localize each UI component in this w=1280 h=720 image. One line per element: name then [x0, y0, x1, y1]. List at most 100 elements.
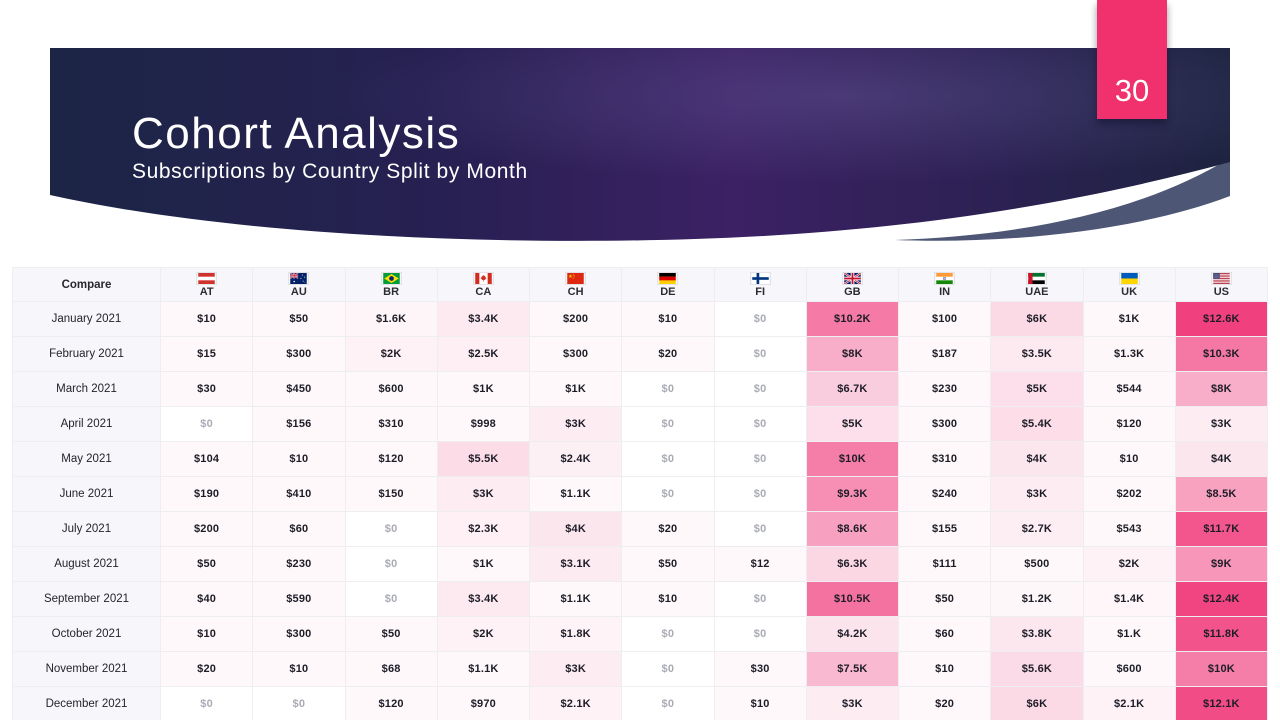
title-block: Cohort Analysis Subscriptions by Country… — [132, 109, 528, 183]
table-row: February 2021 $15 $300 $2K $2.5K $300 $20 $0 $8K… — [12, 336, 1269, 372]
value-cell: $10 — [252, 441, 346, 477]
value-cell: $0 — [159, 406, 254, 442]
column-header-IN: IN — [897, 267, 992, 302]
country-code-label: CA — [475, 285, 492, 298]
value-cell: $1K — [436, 546, 531, 582]
value-cell: $12.1K — [1174, 686, 1269, 720]
row-label: December 2021 — [12, 686, 161, 720]
value-cell: $8K — [805, 336, 900, 372]
value-cell: $1K — [436, 371, 531, 407]
value-cell: $50 — [252, 301, 346, 337]
germany-flag-icon — [657, 271, 679, 285]
value-cell: $3K — [1174, 406, 1269, 442]
value-cell: $3.5K — [990, 336, 1084, 372]
value-cell: $10 — [1082, 441, 1176, 477]
row-label: January 2021 — [12, 301, 161, 337]
value-cell: $2.5K — [436, 336, 531, 372]
value-cell: $10K — [1174, 651, 1269, 687]
value-cell: $11.8K — [1174, 616, 1269, 652]
country-code-label: FI — [755, 285, 766, 298]
column-header-UK: UK — [1082, 267, 1176, 302]
brazil-flag-icon — [380, 271, 402, 285]
value-cell: $100 — [897, 301, 992, 337]
page-number-tab: 30 — [1097, 0, 1167, 119]
column-header-GB: GB — [805, 267, 900, 302]
value-cell: $0 — [159, 686, 254, 720]
column-header-AT: AT — [159, 267, 254, 302]
value-cell: $310 — [344, 406, 438, 442]
column-header-CA: CA — [436, 267, 531, 302]
austria-flag-icon — [196, 271, 218, 285]
value-cell: $3K — [528, 406, 623, 442]
value-cell: $0 — [621, 406, 715, 442]
value-cell: $240 — [897, 476, 992, 512]
value-cell: $3.8K — [990, 616, 1084, 652]
value-cell: $10 — [713, 686, 807, 720]
value-cell: $410 — [252, 476, 346, 512]
table-row: June 2021 $190 $410 $150 $3K $1.1K $0 $0 $9.3K $2… — [12, 476, 1269, 512]
value-cell: $0 — [713, 406, 807, 442]
country-code-label: DE — [660, 285, 676, 298]
value-cell: $2.1K — [528, 686, 623, 720]
value-cell: $8.5K — [1174, 476, 1269, 512]
uae-flag-icon — [1026, 271, 1048, 285]
value-cell: $970 — [436, 686, 531, 720]
value-cell: $20 — [897, 686, 992, 720]
value-cell: $20 — [159, 651, 254, 687]
value-cell: $0 — [713, 511, 807, 547]
row-label: May 2021 — [12, 441, 161, 477]
value-cell: $4.2K — [805, 616, 900, 652]
value-cell: $0 — [713, 581, 807, 617]
ukraine-flag-icon — [1118, 271, 1140, 285]
value-cell: $4K — [1174, 441, 1269, 477]
value-cell: $8K — [1174, 371, 1269, 407]
value-cell: $0 — [621, 476, 715, 512]
india-flag-icon — [934, 271, 956, 285]
value-cell: $104 — [159, 441, 254, 477]
value-cell: $300 — [252, 336, 346, 372]
country-code-label: CH — [567, 285, 584, 298]
column-header-DE: DE — [621, 267, 715, 302]
header-banner — [50, 48, 1230, 241]
value-cell: $450 — [252, 371, 346, 407]
country-code-label: UAE — [1025, 285, 1049, 298]
row-label: February 2021 — [12, 336, 161, 372]
value-cell: $600 — [1082, 651, 1176, 687]
value-cell: $187 — [897, 336, 992, 372]
value-cell: $40 — [159, 581, 254, 617]
value-cell: $5.5K — [436, 441, 531, 477]
value-cell: $111 — [897, 546, 992, 582]
value-cell: $12.4K — [1174, 581, 1269, 617]
row-label: November 2021 — [12, 651, 161, 687]
value-cell: $0 — [713, 476, 807, 512]
table-row: October 2021 $10 $300 $50 $2K $1.8K $0 $0 $4.2K $… — [12, 616, 1269, 652]
value-cell: $2.4K — [528, 441, 623, 477]
country-code-label: UK — [1121, 285, 1138, 298]
value-cell: $3.1K — [528, 546, 623, 582]
value-cell: $1.2K — [990, 581, 1084, 617]
value-cell: $0 — [621, 651, 715, 687]
value-cell: $3K — [990, 476, 1084, 512]
value-cell: $10 — [159, 301, 254, 337]
table-row: September 2021 $40 $590 $0 $3.4K $1.1K $10 $0 $1… — [12, 581, 1269, 617]
value-cell: $10 — [252, 651, 346, 687]
column-header-CH: CH — [528, 267, 623, 302]
value-cell: $3K — [436, 476, 531, 512]
value-cell: $300 — [897, 406, 992, 442]
value-cell: $30 — [713, 651, 807, 687]
value-cell: $2K — [1082, 546, 1176, 582]
value-cell: $0 — [621, 686, 715, 720]
country-code-label: US — [1213, 285, 1230, 298]
value-cell: $5.6K — [990, 651, 1084, 687]
table-row: May 2021 $104 $10 $120 $5.5K $2.4K $0 $0 $10K $31… — [12, 441, 1269, 477]
china-flag-icon — [565, 271, 587, 285]
row-label: July 2021 — [12, 511, 161, 547]
column-header-FI: FI — [713, 267, 807, 302]
value-cell: $0 — [344, 546, 438, 582]
value-cell: $5.4K — [990, 406, 1084, 442]
value-cell: $1.1K — [436, 651, 531, 687]
value-cell: $1.8K — [528, 616, 623, 652]
value-cell: $300 — [252, 616, 346, 652]
value-cell: $7.5K — [805, 651, 900, 687]
page-title: Cohort Analysis — [132, 109, 461, 158]
